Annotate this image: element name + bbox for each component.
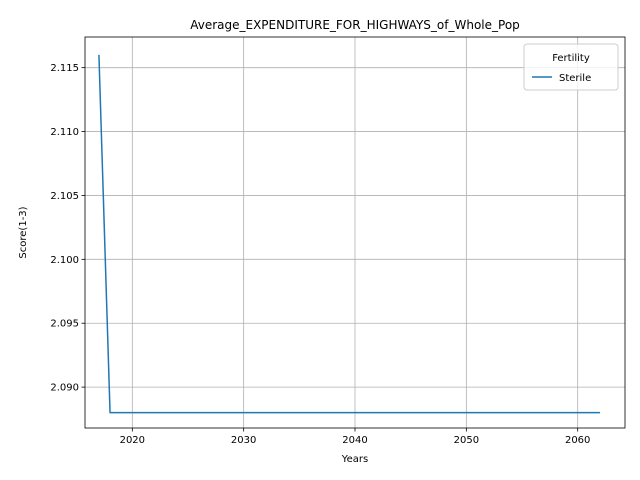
legend-label-sterile: Sterile xyxy=(559,73,591,84)
y-tick-label: 2.110 xyxy=(50,127,79,138)
y-tick-label: 2.095 xyxy=(50,319,79,330)
y-tick-label: 2.100 xyxy=(50,255,79,266)
x-tick-label: 2040 xyxy=(342,435,367,446)
series-line-sterile xyxy=(98,54,600,414)
x-tick-label: 2020 xyxy=(120,435,145,446)
x-tick-label: 2030 xyxy=(231,435,256,446)
series-layer xyxy=(98,54,600,414)
x-axis-label: Years xyxy=(341,454,368,465)
x-tick-label: 2050 xyxy=(454,435,479,446)
legend-title: Fertility xyxy=(552,53,590,64)
y-tick-label: 2.105 xyxy=(50,191,79,202)
chart-title: Average_EXPENDITURE_FOR_HIGHWAYS_of_Whol… xyxy=(190,18,520,32)
y-tick-label: 2.115 xyxy=(50,63,79,74)
legend: Fertility Sterile xyxy=(523,43,619,91)
y-axis-label: Score(1-3) xyxy=(18,206,29,258)
ticks: 2020 2030 2040 2050 2060 2.090 2.095 2.100 2.105… xyxy=(50,63,590,446)
legend-box xyxy=(523,43,619,91)
x-tick-label: 2060 xyxy=(565,435,590,446)
y-tick-label: 2.090 xyxy=(50,383,79,394)
